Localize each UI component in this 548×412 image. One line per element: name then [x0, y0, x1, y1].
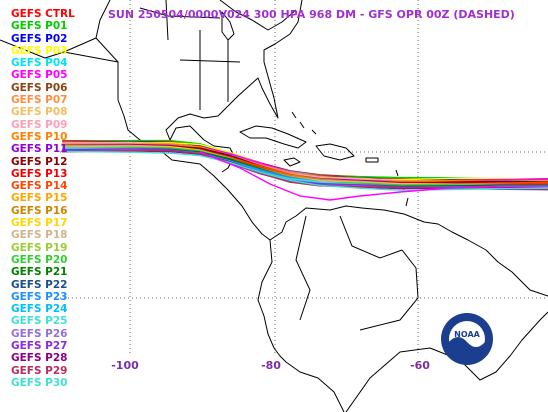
map-title: SUN 250504/0000V024 300 HPA 968 DM - GFS… [108, 8, 515, 21]
lon-label-60w: -60 [410, 359, 430, 372]
legend-item: GEFS P17 [11, 217, 68, 230]
legend-item: GEFS P25 [11, 315, 68, 328]
coastline-jamaica [283, 157, 301, 167]
legend-item: GEFS P24 [11, 303, 68, 316]
noaa-logo: NOAA [441, 313, 493, 365]
coastline-hispaniola [315, 143, 355, 161]
ensemble-contour-line [61, 150, 548, 191]
legend-item: GEFS P08 [11, 106, 68, 119]
border-south-america [295, 215, 419, 331]
lon-label-80w: -80 [261, 359, 281, 372]
ensemble-legend: GEFS CTRL GEFS P01 GEFS P02 GEFS P03 GEFS P0… [11, 8, 75, 389]
coastline-gulf-west [95, 0, 111, 39]
coastline-east-brazil [345, 311, 548, 412]
legend-item: GEFS P20 [11, 253, 68, 266]
legend-item: GEFS P28 [11, 352, 68, 365]
legend-item: GEFS P13 [11, 167, 68, 180]
legend-item: GEFS P02 [11, 32, 68, 45]
border-us-canada [139, 7, 221, 19]
coastline-lakes [221, 11, 235, 41]
legend-item: GEFS P05 [11, 69, 68, 82]
legend-item: GEFS P01 [11, 20, 68, 33]
legend-item: GEFS P14 [11, 180, 68, 193]
coastline-puerto-rico [365, 157, 379, 163]
coastline-south-america-north [295, 205, 548, 297]
coastline-bahamas [291, 111, 317, 135]
legend-item: GEFS P04 [11, 57, 68, 70]
legend-item: GEFS P26 [11, 327, 68, 340]
legend-item: GEFS CTRL [11, 8, 75, 20]
legend-item: GEFS P18 [11, 229, 68, 242]
noaa-logo-text: NOAA [454, 330, 480, 339]
legend-item: GEFS P23 [11, 290, 68, 303]
coastline-cuba [239, 125, 307, 149]
legend-item: GEFS P21 [11, 266, 68, 279]
coastline-canada [219, 0, 297, 31]
legend-item: GEFS P19 [11, 241, 68, 254]
legend-item: GEFS P03 [11, 44, 68, 57]
legend-item: GEFS P10 [11, 130, 68, 143]
lon-label-100w: -100 [111, 359, 139, 372]
legend-item: GEFS P16 [11, 204, 68, 217]
legend-item: GEFS P07 [11, 94, 68, 107]
coastline-north-america [0, 0, 303, 151]
legend-item: GEFS P29 [11, 364, 68, 377]
ensemble-contours [61, 139, 548, 201]
coastline-central-america [159, 149, 297, 241]
border-us-states [165, 0, 241, 110]
lat-lon-grid [60, 0, 548, 355]
legend-item: GEFS P15 [11, 192, 68, 205]
coastline-south-america [257, 239, 345, 412]
legend-item: GEFS P09 [11, 118, 68, 131]
legend-item: GEFS P06 [11, 81, 68, 94]
legend-item: GEFS P11 [11, 143, 68, 156]
legend-item: GEFS P12 [11, 155, 68, 168]
legend-item: GEFS P30 [11, 376, 68, 389]
legend-item: GEFS P22 [11, 278, 68, 291]
political-borders [63, 0, 419, 331]
border-us-mexico [63, 51, 119, 63]
ensemble-outlier-line [199, 151, 548, 201]
legend-item: GEFS P27 [11, 340, 68, 353]
